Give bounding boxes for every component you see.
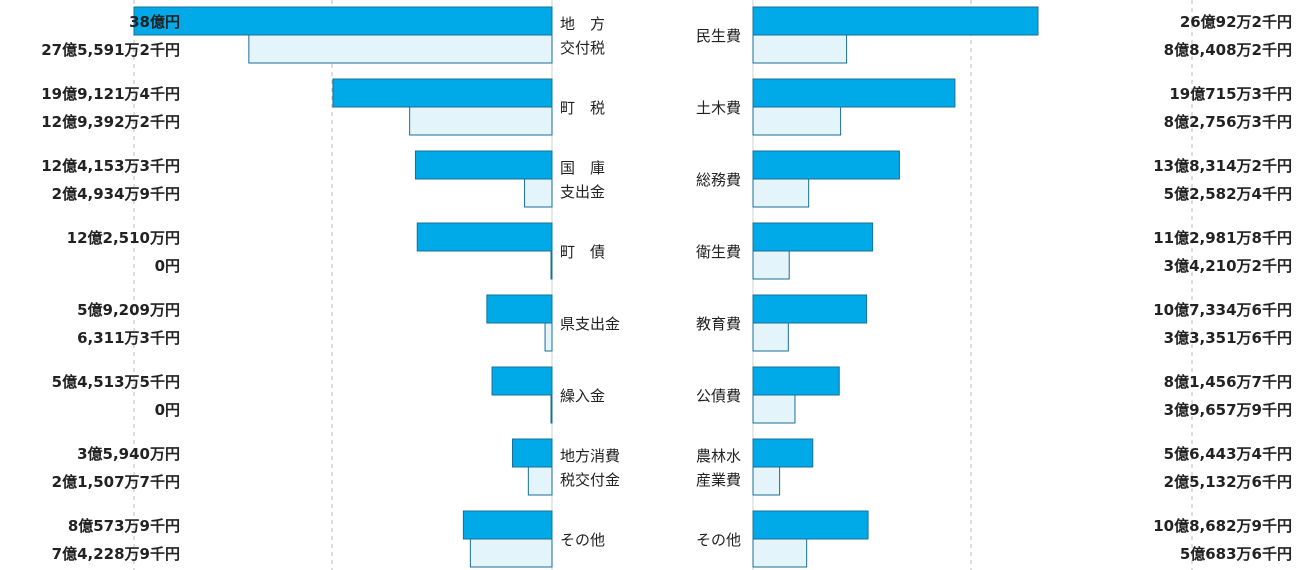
value-label: 5億2,582万4千円 — [1164, 185, 1292, 203]
bar-current — [414, 150, 553, 180]
value-label: 12億4,153万3千円 — [41, 157, 180, 175]
bar-current — [752, 510, 869, 540]
bar-current — [416, 222, 553, 252]
bar-current — [752, 294, 868, 324]
bar-previous — [752, 178, 810, 208]
bar-previous — [752, 466, 781, 496]
category-label: 国 庫 — [560, 159, 605, 177]
bar-previous — [550, 394, 553, 424]
category-label: 繰入金 — [560, 387, 605, 405]
bar-current — [752, 366, 840, 396]
value-label: 7億4,228万9千円 — [52, 545, 180, 563]
bar-current — [752, 150, 900, 180]
value-label: 5億9,209万円 — [77, 301, 180, 319]
expenditure-panel: 26億92万2千円 8億8,408万2千円 民生費 19億715万3千円 8億2,756… — [696, 6, 1292, 568]
value-label: 5億683万6千円 — [1180, 545, 1292, 563]
bar-current — [752, 6, 1039, 36]
bar-current — [133, 6, 553, 36]
bar-previous — [752, 250, 790, 280]
category-label: 税交付金 — [560, 471, 620, 489]
value-label: 3億5,940万円 — [77, 445, 180, 463]
category-label: 公債費 — [696, 387, 741, 405]
category-label: 町 債 — [560, 243, 605, 261]
bar-previous — [550, 250, 553, 280]
value-label: 10億7,334万6千円 — [1153, 301, 1292, 319]
category-label: 地 方 — [560, 15, 605, 33]
bar-previous — [469, 538, 553, 568]
bar-previous — [409, 106, 553, 136]
category-label: 教育費 — [696, 315, 741, 333]
value-label: 8億2,756万3千円 — [1164, 113, 1292, 131]
value-label: 38億円 — [129, 13, 180, 31]
bar-current — [332, 78, 553, 108]
category-label: 農林水 — [696, 447, 741, 465]
value-label: 19億715万3千円 — [1169, 85, 1292, 103]
category-label: その他 — [696, 531, 741, 549]
value-label: 10億8,682万9千円 — [1153, 517, 1292, 535]
value-label: 5億6,443万4千円 — [1164, 445, 1292, 463]
bar-current — [752, 438, 814, 468]
value-label: 6,311万3千円 — [77, 329, 180, 347]
bar-current — [752, 222, 874, 252]
bar-previous — [527, 466, 553, 496]
value-label: 2億4,934万9千円 — [52, 185, 180, 203]
bar-previous — [544, 322, 553, 352]
value-label: 12億9,392万2千円 — [41, 113, 180, 131]
category-label: 総務費 — [696, 171, 741, 189]
value-label: 26億92万2千円 — [1180, 13, 1292, 31]
value-label: 13億8,314万2千円 — [1153, 157, 1292, 175]
bar-previous — [248, 34, 553, 64]
bar-current — [462, 510, 553, 540]
value-label: 27億5,591万2千円 — [41, 41, 180, 59]
category-label: 交付税 — [560, 39, 605, 57]
bar-previous — [752, 322, 789, 352]
category-label: 産業費 — [696, 471, 741, 489]
category-label: その他 — [560, 531, 605, 549]
value-label: 0円 — [155, 257, 180, 275]
value-label: 0円 — [155, 401, 180, 419]
category-label: 支出金 — [560, 183, 605, 201]
value-label: 2億5,132万6千円 — [1164, 473, 1292, 491]
value-label: 3億3,351万6千円 — [1164, 329, 1292, 347]
value-label: 3億4,210万2千円 — [1164, 257, 1292, 275]
grid-layer — [133, 0, 1193, 570]
category-label: 県支出金 — [560, 315, 620, 333]
value-label: 3億9,657万9千円 — [1164, 401, 1292, 419]
value-label: 11億2,981万8千円 — [1153, 229, 1292, 247]
value-label: 19億9,121万4千円 — [41, 85, 180, 103]
bar-current — [511, 438, 553, 468]
value-label: 5億4,513万5千円 — [52, 373, 180, 391]
category-label: 地方消費 — [560, 447, 620, 465]
bar-previous — [752, 34, 848, 64]
bar-current — [486, 294, 553, 324]
bar-previous — [524, 178, 553, 208]
value-label: 8億1,456万7千円 — [1164, 373, 1292, 391]
category-label: 民生費 — [696, 27, 741, 45]
value-label: 8億573万9千円 — [68, 517, 180, 535]
bar-previous — [752, 538, 808, 568]
bar-current — [491, 366, 553, 396]
value-label: 12億2,510万円 — [67, 229, 180, 247]
value-label: 8億8,408万2千円 — [1164, 41, 1292, 59]
value-label: 2億1,507万7千円 — [52, 473, 180, 491]
bar-current — [752, 78, 956, 108]
category-label: 町 税 — [560, 99, 605, 117]
bar-previous — [752, 106, 842, 136]
category-label: 衛生費 — [696, 243, 741, 261]
bar-previous — [752, 394, 796, 424]
category-label: 土木費 — [696, 99, 741, 117]
